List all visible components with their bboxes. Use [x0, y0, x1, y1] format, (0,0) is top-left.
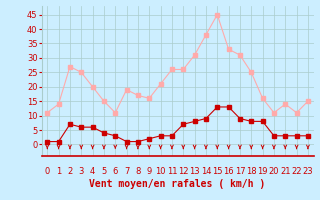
X-axis label: Vent moyen/en rafales ( km/h ): Vent moyen/en rafales ( km/h ) — [90, 179, 266, 189]
